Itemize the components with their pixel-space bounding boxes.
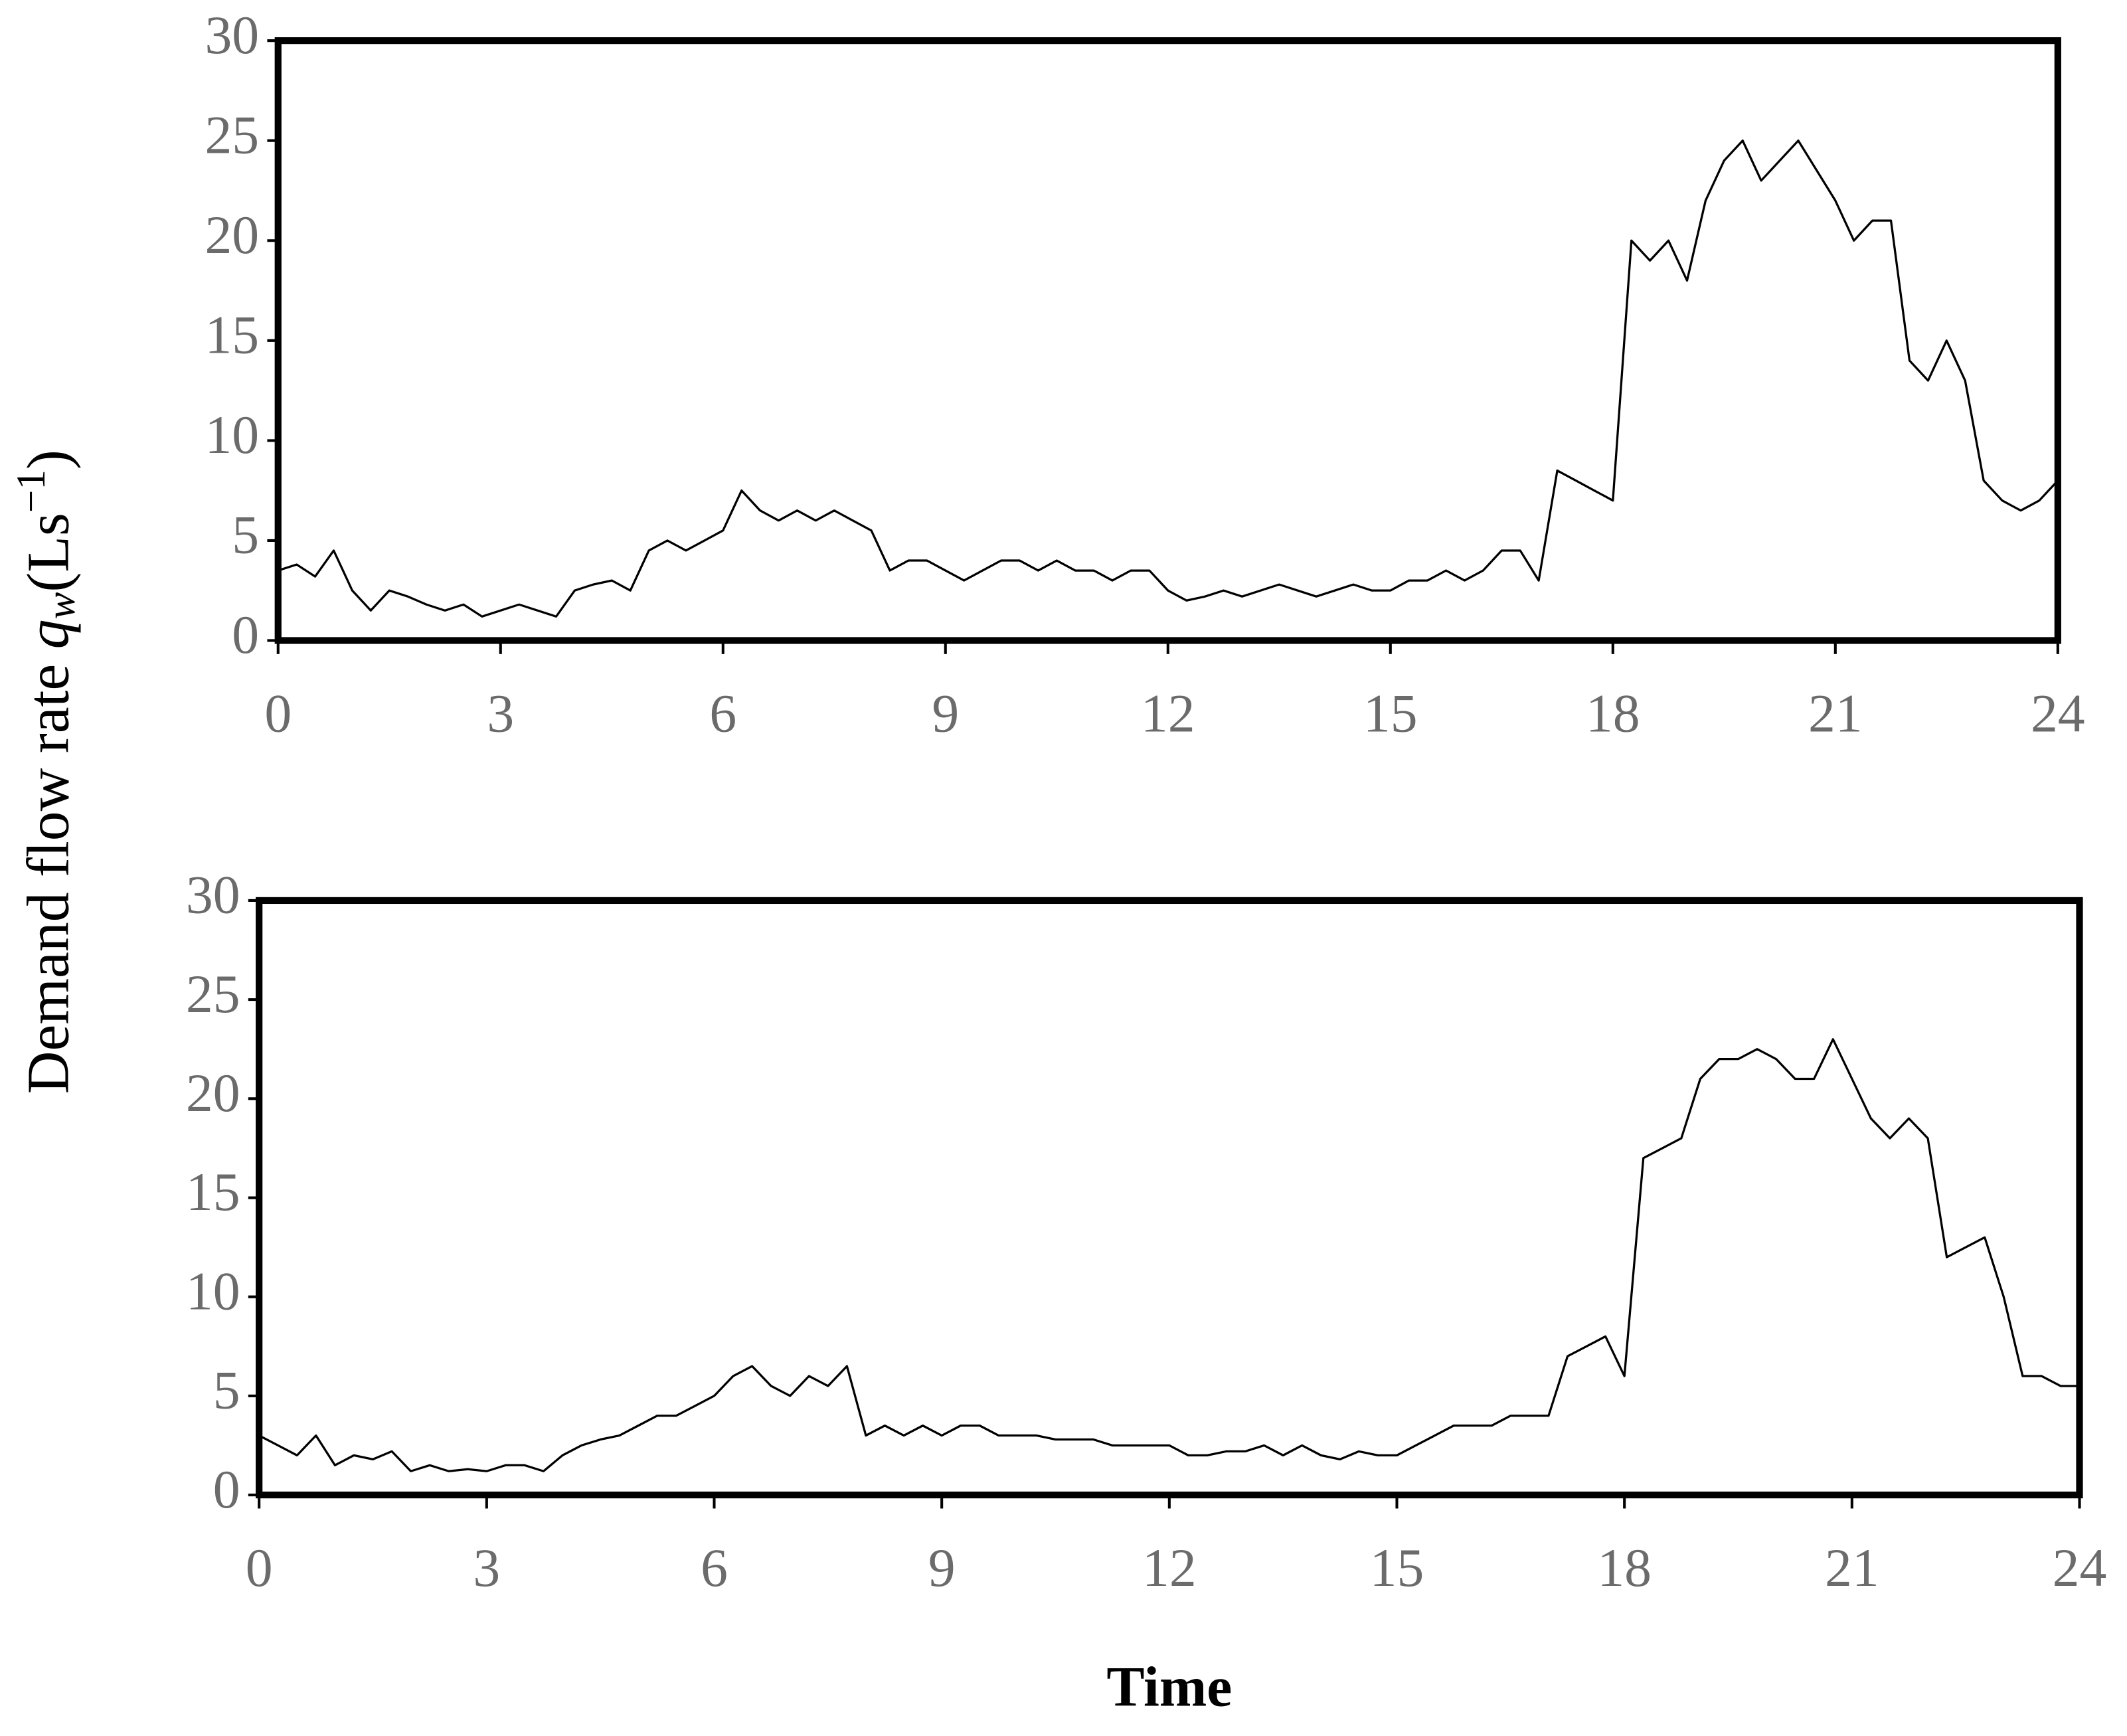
y-tick-label: 20 [205,205,259,265]
x-tick-label: 0 [246,1537,273,1598]
x-tick-label: 3 [487,683,514,743]
y-tick-label: 15 [205,305,259,365]
x-tick-label: 9 [932,683,959,743]
y-label-sup: −1 [9,470,54,513]
x-tick-label: 18 [1597,1537,1652,1598]
x-tick-label: 24 [2053,1537,2107,1598]
y-label-close: ) [15,450,81,470]
data-line [258,1038,2080,1472]
x-axis-label: Time [1106,1655,1232,1718]
x-tick-label: 6 [701,1537,728,1598]
x-tick-label: 21 [1825,1537,1879,1598]
y-tick-label: 5 [213,1360,240,1421]
x-tick-label: 12 [1142,1537,1197,1598]
plot-frame [256,897,2083,1499]
x-tick-label: 12 [1141,683,1195,743]
x-tick-label: 9 [928,1537,956,1598]
y-tick-label: 5 [232,505,259,565]
y-tick-label: 0 [232,604,259,665]
y-tick-label: 30 [186,865,240,925]
x-tick-label: 0 [264,683,292,743]
y-label-unit: (Ls [15,513,81,592]
y-tick-label: 25 [205,105,259,165]
plot-frame [274,37,2061,644]
y-label-var: q [15,619,81,649]
x-tick-label: 24 [2031,683,2085,743]
y-axis-label: Demand flow rate qw(Ls−1) [9,450,84,1094]
y-label-sub: w [39,592,84,620]
y-tick-label: 20 [186,1063,240,1123]
data-line [278,139,2059,618]
y-label-text: Demand flow rate [15,649,81,1094]
y-tick-label: 0 [213,1459,240,1519]
y-tick-label: 25 [186,964,240,1024]
x-tick-label: 3 [473,1537,500,1598]
y-tick-label: 10 [186,1260,240,1321]
x-tick-label: 21 [1808,683,1863,743]
x-tick-label: 6 [709,683,736,743]
x-tick-label: 18 [1586,683,1640,743]
y-tick-label: 10 [205,404,259,465]
y-tick-label: 30 [205,5,259,65]
x-tick-label: 15 [1363,683,1418,743]
x-tick-label: 15 [1370,1537,1424,1598]
y-tick-label: 15 [186,1162,240,1222]
